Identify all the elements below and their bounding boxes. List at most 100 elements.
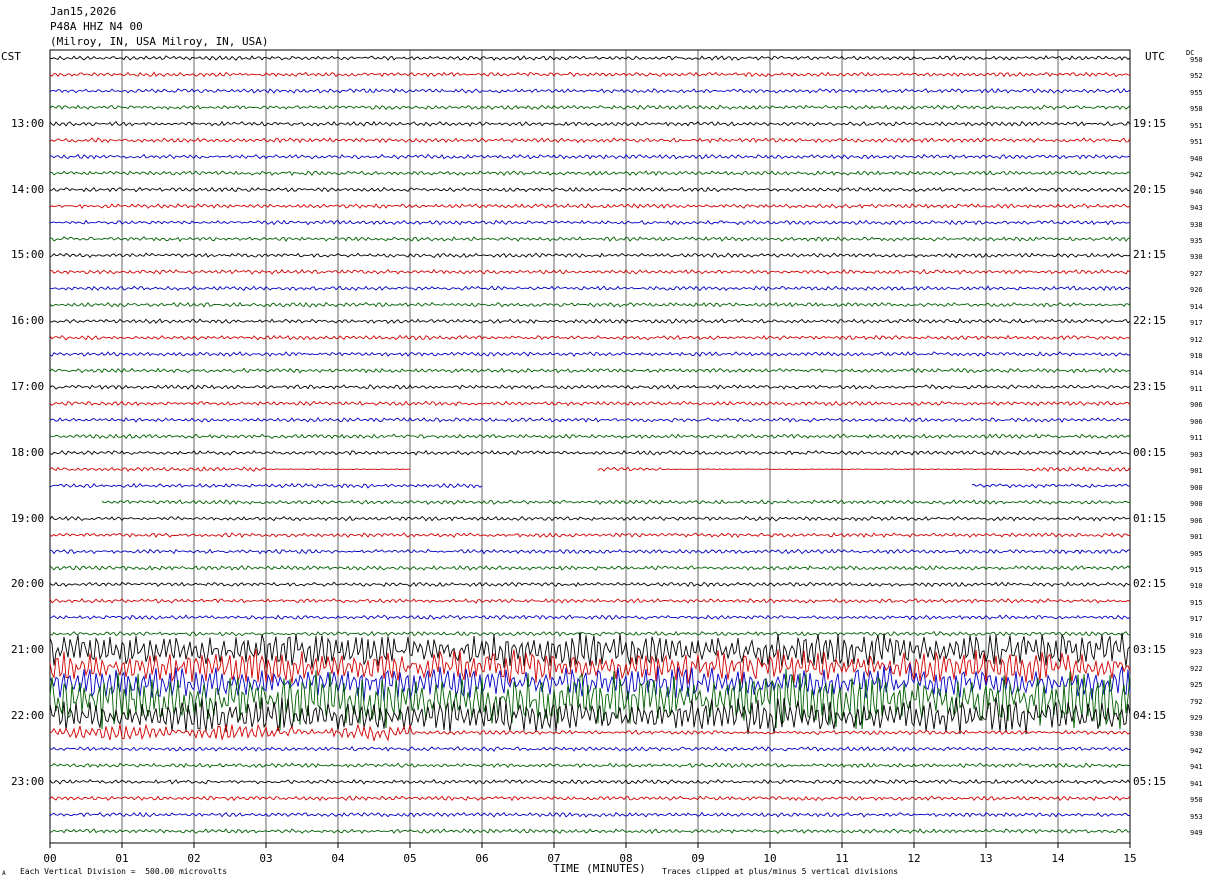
dc-offset-label: 929	[1190, 714, 1203, 722]
dc-offset-label: 914	[1190, 368, 1203, 377]
dc-offset-label: 911	[1190, 385, 1203, 393]
dc-offset-label: 906	[1190, 401, 1203, 410]
utc-time-label: 22:15	[1133, 314, 1167, 328]
trace-line	[49, 219, 1131, 226]
dc-offset-label: 905	[1190, 549, 1203, 558]
grid	[49, 49, 1131, 844]
trace-line	[49, 723, 1131, 742]
x-tick-label: 10	[763, 852, 776, 865]
cst-time-label: 18:00	[11, 445, 45, 459]
trace-line	[49, 631, 1131, 669]
footer-scale: Each Vertical Division = 500.00 microvol…	[20, 867, 228, 876]
x-tick-label: 01	[115, 852, 128, 865]
trace-line	[49, 104, 1131, 111]
utc-time-label: 02:15	[1133, 577, 1167, 591]
dc-offset-label: 922	[1190, 664, 1203, 673]
trace-line	[49, 137, 1131, 144]
utc-time-label: 04:15	[1133, 709, 1167, 722]
time-axis: 00 01 02 03 04 05 06 07 08 09 10 11 12 13 14 15	[43, 843, 1137, 865]
trace-line	[49, 630, 1131, 637]
dc-offset-label: 792	[1190, 697, 1203, 706]
trace-line	[49, 301, 1131, 308]
trace-line	[49, 203, 1131, 210]
trace-line	[49, 367, 1131, 374]
dc-offset-label: 917	[1190, 319, 1203, 328]
plot-frame	[49, 49, 1131, 844]
trace-line	[49, 581, 1131, 588]
trace-line	[49, 120, 1131, 127]
header-location: (Milroy, IN, USA Milroy, IN, USA)	[50, 35, 269, 48]
dc-offset-label: 955	[1190, 88, 1203, 97]
trace-line	[49, 186, 1131, 193]
dc-offset-label: 938	[1190, 220, 1203, 229]
dc-offset-label: 927	[1190, 269, 1203, 278]
trace-line	[49, 778, 1131, 785]
x-tick-label: 11	[835, 852, 848, 865]
dc-offset-label: 903	[1190, 450, 1203, 459]
trace-line	[49, 87, 1131, 94]
dc-offset-label: 940	[1190, 154, 1203, 163]
dc-offset-label: 917	[1190, 615, 1203, 624]
utc-time-label: 01:15	[1133, 511, 1167, 525]
utc-time-label: 05:15	[1133, 774, 1167, 788]
dc-offset-label: 949	[1190, 829, 1203, 838]
dc-offset-label: 912	[1190, 335, 1203, 344]
dc-offset-label: 901	[1190, 467, 1203, 476]
trace-line	[49, 745, 1131, 752]
trace-line	[49, 236, 1131, 242]
dc-offset-label: 941	[1190, 779, 1203, 788]
utc-time-label: 00:15	[1133, 445, 1167, 459]
trace-line	[101, 499, 1131, 506]
trace-line	[49, 252, 1131, 259]
trace-line	[49, 649, 1131, 686]
header-station: P48A HHZ N4 00	[50, 20, 143, 33]
trace-line	[49, 416, 1131, 423]
x-tick-label: 15	[1123, 852, 1136, 865]
dc-offset-label: 900	[1190, 483, 1203, 492]
trace-line	[49, 285, 1131, 292]
trace-line	[49, 318, 1131, 325]
dc-offset-label: 923	[1190, 648, 1203, 657]
trace-line	[49, 153, 1131, 160]
cst-time-label: 21:00	[11, 643, 45, 657]
x-tick-label: 08	[619, 852, 632, 865]
dc-offset-label: 935	[1190, 236, 1203, 245]
trace-line	[49, 466, 1131, 473]
utc-time-label: 03:15	[1133, 643, 1167, 657]
dc-offset-label: 952	[1190, 72, 1203, 81]
cst-time-label: 20:00	[11, 577, 45, 591]
x-tick-label: 12	[907, 852, 920, 865]
cst-time-label: 16:00	[11, 314, 45, 328]
dc-offset-label: 906	[1190, 417, 1203, 426]
dc-offset-label: 900	[1190, 500, 1203, 509]
x-tick-label: 06	[475, 852, 488, 865]
cst-time-label: 15:00	[11, 248, 45, 262]
dc-offset-label: 942	[1190, 171, 1203, 180]
x-tick-label: 13	[979, 852, 992, 865]
trace-line	[49, 614, 1131, 621]
x-tick-label: 14	[1051, 852, 1065, 865]
dc-offset-label: 941	[1190, 763, 1203, 772]
dc-offset-label: 910	[1190, 582, 1203, 591]
dc-offset-label: 906	[1190, 516, 1203, 525]
trace-line	[49, 828, 1131, 835]
dc-label: DC	[1186, 49, 1195, 57]
dc-offset-label: 925	[1190, 681, 1203, 690]
trace-line	[49, 400, 1131, 407]
traces	[49, 54, 1131, 835]
trace-line	[49, 663, 1131, 702]
footer-mark: A	[2, 870, 6, 877]
trace-line	[49, 515, 1131, 522]
dc-offset-label: 916	[1190, 631, 1203, 640]
dc-offset-label: 951	[1190, 121, 1203, 130]
dc-offset-label: 901	[1190, 533, 1203, 542]
x-tick-label: 07	[547, 852, 560, 865]
trace-line	[49, 597, 1131, 604]
x-tick-label: 03	[259, 852, 272, 865]
dc-offset-label: 930	[1190, 253, 1203, 262]
dc-offset-label: 950	[1190, 56, 1203, 64]
cst-time-label: 14:00	[11, 182, 45, 196]
cst-time-label: 23:00	[11, 774, 45, 788]
trace-line	[49, 548, 1131, 555]
